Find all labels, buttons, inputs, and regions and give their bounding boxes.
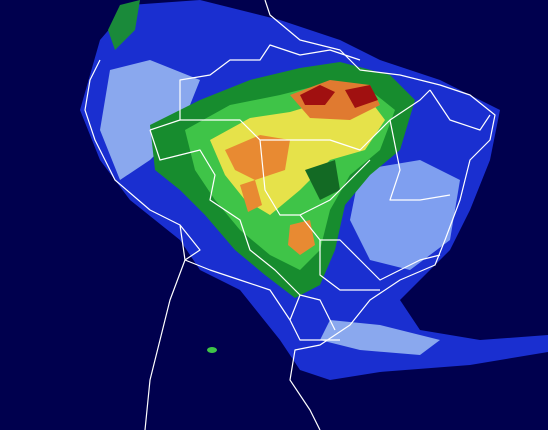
state-border — [429, 89, 491, 131]
rain-band-extreme — [345, 85, 378, 108]
rain-band-light — [320, 320, 440, 355]
rain-band-intense — [240, 180, 262, 212]
rain-band-medium — [305, 160, 340, 200]
state-border — [319, 240, 380, 291]
rain-band-light — [100, 60, 200, 180]
rain-band-medium — [108, 0, 140, 50]
brazil-north-border — [149, 44, 361, 131]
rain-band-intense — [288, 220, 315, 255]
east-coast — [264, 0, 496, 430]
state-border — [289, 294, 340, 341]
state-border — [389, 119, 451, 201]
rain-spot — [207, 347, 217, 353]
rain-band-extreme — [300, 85, 335, 105]
rain-band-light — [350, 160, 460, 270]
west-coast — [84, 59, 186, 430]
rain-band-intense — [225, 135, 290, 180]
state-border — [180, 89, 431, 151]
brazil-west-border — [149, 129, 336, 331]
country-border — [184, 259, 291, 321]
country-border — [179, 224, 201, 261]
